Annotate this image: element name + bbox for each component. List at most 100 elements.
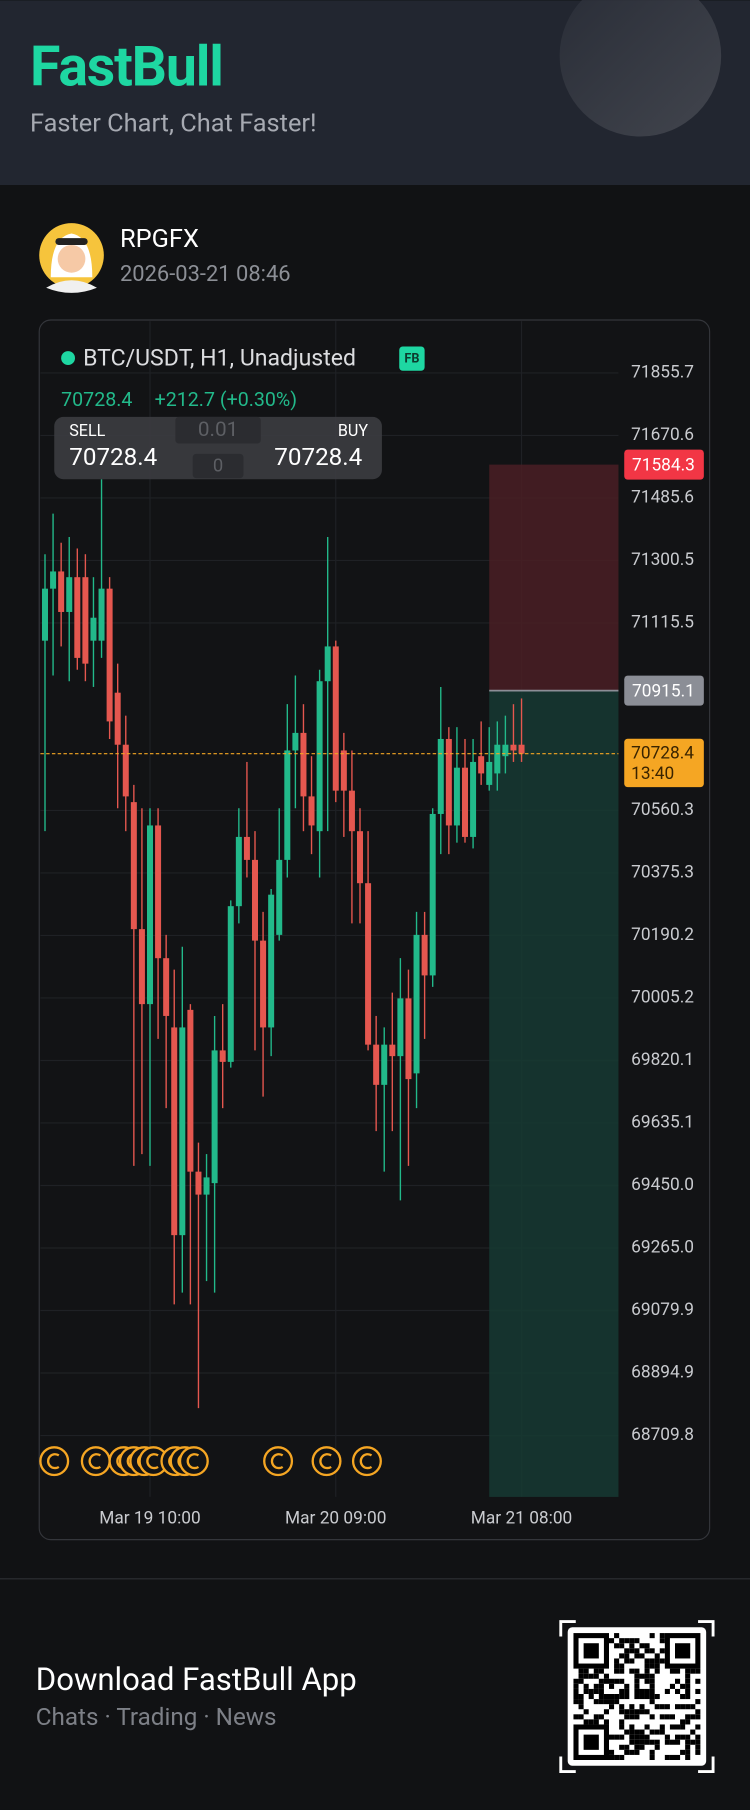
event-marker-glyph — [46, 1453, 60, 1470]
qr-module — [634, 1744, 640, 1750]
quantity-hint[interactable]: 0 — [213, 454, 223, 476]
qr-module — [695, 1688, 701, 1694]
qr-module — [624, 1638, 630, 1644]
qr-module — [644, 1663, 650, 1669]
candle-body — [453, 767, 460, 826]
candle-body — [90, 617, 97, 641]
qr-module — [664, 1754, 670, 1760]
qr-module — [624, 1648, 630, 1654]
profit-zone — [489, 690, 619, 1497]
qr-module — [614, 1754, 620, 1760]
y-tick-label: 71855.7 — [631, 362, 694, 382]
y-tick-label: 71670.6 — [631, 425, 694, 445]
qr-module — [685, 1704, 691, 1710]
candle-body — [147, 825, 153, 1005]
qr-module — [619, 1734, 625, 1740]
qr-module — [649, 1729, 655, 1735]
qr-module — [598, 1678, 604, 1684]
qr-module — [649, 1754, 655, 1760]
candle-body — [268, 894, 275, 1028]
qr-module — [619, 1668, 625, 1674]
qr-module — [695, 1744, 701, 1750]
quantity-hint-box[interactable] — [192, 453, 244, 479]
qr-module — [639, 1688, 645, 1694]
candle-body — [292, 732, 299, 751]
qr-module — [680, 1704, 686, 1710]
qr-module — [634, 1678, 640, 1684]
qr-module — [685, 1734, 691, 1740]
candle-body — [195, 1171, 202, 1195]
qr-module — [664, 1734, 670, 1740]
quantity[interactable]: 0.01 — [198, 418, 238, 442]
countdown: 13:40 — [631, 764, 674, 784]
qr-module — [619, 1688, 625, 1694]
event-marker — [138, 1446, 169, 1477]
qr-module — [685, 1678, 691, 1684]
qr-module — [624, 1653, 630, 1659]
qr-module — [659, 1724, 665, 1730]
qr-module — [669, 1739, 675, 1745]
qr-module — [669, 1754, 675, 1760]
quantity-box[interactable] — [175, 416, 261, 444]
qr-module — [644, 1648, 650, 1654]
user-timestamp: 2026-03-21 08:46 — [120, 262, 291, 287]
event-marker — [351, 1446, 382, 1477]
qr-module — [685, 1719, 691, 1725]
candle-body — [284, 750, 291, 860]
qr-module — [649, 1663, 655, 1669]
qr-module — [644, 1678, 650, 1684]
last-price-tag-label: 70728.4 — [631, 743, 694, 763]
qr-module — [675, 1678, 681, 1684]
qr-finder — [583, 1734, 599, 1750]
qr-module — [624, 1749, 630, 1755]
candle-body — [494, 744, 501, 774]
qr-finder — [675, 1643, 691, 1659]
buy-label[interactable]: BUY — [338, 421, 369, 440]
qr-module — [593, 1688, 599, 1694]
qr-module — [634, 1729, 640, 1735]
qr-module — [588, 1673, 594, 1679]
qr-module — [664, 1739, 670, 1745]
event-marker-ring — [80, 1446, 111, 1477]
tagline: Faster Chart, Chat Faster! — [30, 109, 317, 139]
sell-label[interactable]: SELL — [69, 421, 105, 440]
qr-module — [619, 1719, 625, 1725]
qr-module — [644, 1673, 650, 1679]
candle-body — [163, 958, 170, 1016]
qr-module — [659, 1638, 665, 1644]
qr-module — [614, 1678, 620, 1684]
qr-module — [624, 1658, 630, 1664]
qr-module — [629, 1739, 635, 1745]
qr-module — [634, 1709, 640, 1715]
candle-body — [98, 588, 105, 641]
qr-module — [639, 1673, 645, 1679]
qr-module — [649, 1683, 655, 1689]
qr-module — [603, 1694, 610, 1700]
qr-module — [573, 1683, 579, 1689]
qr-module — [614, 1643, 620, 1649]
buy-price[interactable]: 70728.4 — [274, 443, 362, 471]
candle-body — [82, 577, 89, 664]
sell-price[interactable]: 70728.4 — [69, 443, 157, 471]
qr-module — [593, 1673, 599, 1679]
candle-body — [486, 761, 493, 785]
user-name: RPGFX — [120, 224, 199, 254]
qr-module — [578, 1714, 584, 1720]
qr-module — [649, 1678, 655, 1684]
last-price-tag — [624, 738, 704, 788]
chart-title: BTC/USDT, H1, Unadjusted — [83, 344, 356, 371]
qr-module — [644, 1694, 650, 1700]
qr-module — [680, 1734, 686, 1740]
qr-module — [690, 1704, 696, 1710]
qr-module — [609, 1734, 615, 1740]
qr-module — [695, 1709, 701, 1715]
qr-module — [654, 1744, 660, 1750]
price-tag — [624, 675, 704, 706]
qr-module — [634, 1653, 640, 1659]
qr-module — [578, 1678, 584, 1684]
qr-module — [609, 1678, 615, 1684]
candle-body — [58, 571, 65, 612]
header-orb — [559, 0, 722, 137]
candle-body — [437, 738, 444, 814]
qr-module — [654, 1694, 660, 1700]
